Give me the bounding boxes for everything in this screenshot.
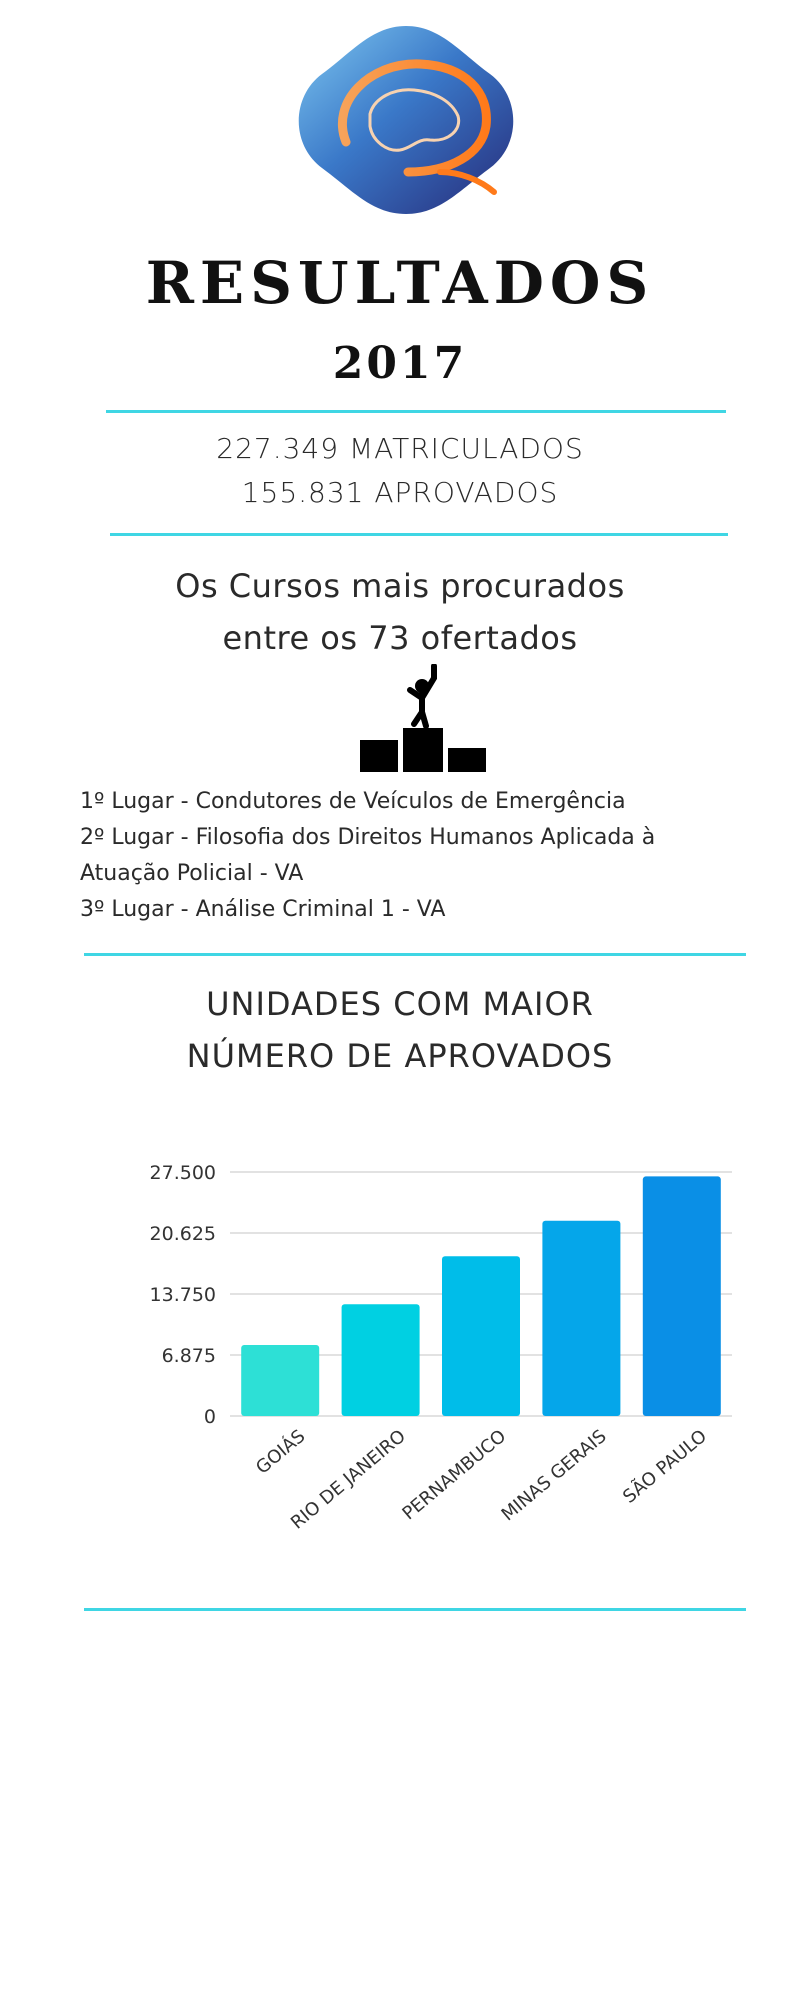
bar <box>341 1304 420 1416</box>
rank-list: 1º Lugar - Condutores de Veículos de Eme… <box>80 784 780 928</box>
y-tick-label: 27.500 <box>150 1162 216 1184</box>
approved-count: 155.831 APROVADOS <box>241 476 559 509</box>
divider <box>110 533 728 536</box>
rank-item: 2º Lugar - Filosofia dos Direitos Humano… <box>80 825 656 850</box>
divider <box>84 953 746 956</box>
rank-item: Atuação Policial - VA <box>80 861 304 886</box>
bar <box>542 1220 621 1416</box>
courses-heading-line1: Os Cursos mais procurados <box>175 567 625 605</box>
y-tick-label: 13.750 <box>150 1284 216 1306</box>
divider <box>106 410 726 413</box>
podium-winner-icon <box>360 664 486 772</box>
x-tick-label: MINAS GERAIS <box>498 1426 611 1526</box>
x-tick-label: GOIÁS <box>251 1425 309 1479</box>
x-tick-label: PERNAMBUCO <box>398 1426 510 1525</box>
divider <box>84 1608 746 1611</box>
units-heading-line2: NÚMERO DE APROVADOS <box>186 1037 614 1075</box>
bar <box>442 1256 520 1416</box>
y-tick-label: 6.875 <box>162 1345 216 1367</box>
bar <box>241 1345 320 1416</box>
units-heading-line1: UNIDADES COM MAIOR <box>206 985 594 1023</box>
units-heading: UNIDADES COM MAIOR NÚMERO DE APROVADOS <box>0 978 800 1082</box>
x-tick-label: SÃO PAULO <box>618 1425 711 1508</box>
courses-heading-line2: entre os 73 ofertados <box>222 619 578 657</box>
rank-item: 3º Lugar - Análise Criminal 1 - VA <box>80 897 446 922</box>
rank-item: 1º Lugar - Condutores de Veículos de Eme… <box>80 789 626 814</box>
bar <box>642 1176 721 1416</box>
logo <box>298 26 514 214</box>
year-label: 2017 <box>332 338 468 389</box>
enrolled-count: 227.349 MATRICULADOS <box>216 432 584 465</box>
page-title: RESULTADOS <box>145 249 655 317</box>
y-tick-label: 20.625 <box>150 1223 216 1245</box>
courses-heading: Os Cursos mais procurados entre os 73 of… <box>0 560 800 664</box>
y-tick-label: 0 <box>204 1406 216 1428</box>
